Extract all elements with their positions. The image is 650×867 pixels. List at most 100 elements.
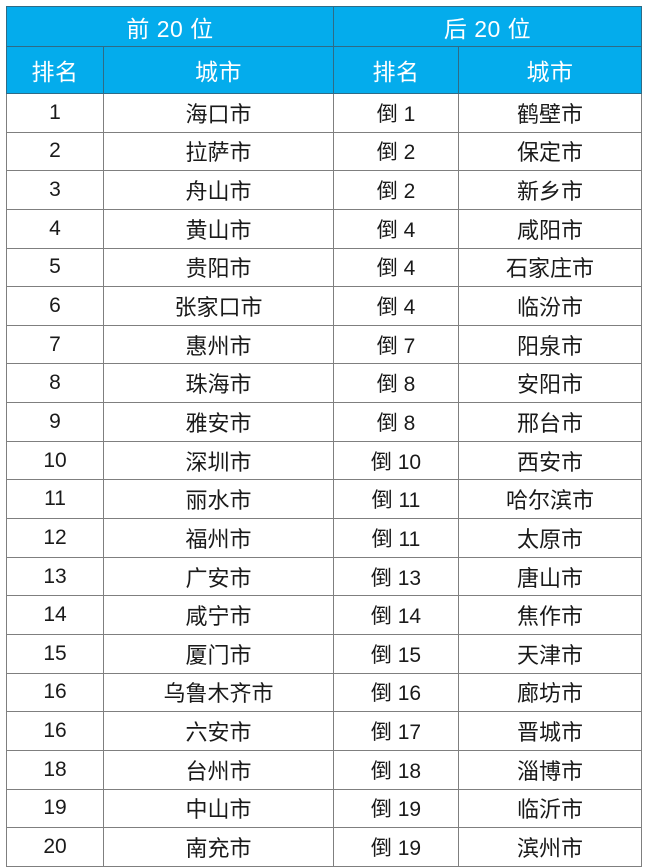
cell-rank-bottom: 倒 2 bbox=[333, 131, 459, 172]
cell-city-bottom: 保定市 bbox=[458, 131, 642, 172]
column-header-row: 排名 城市 排名 城市 bbox=[6, 46, 642, 94]
cell-rank-top: 16 bbox=[6, 672, 104, 713]
cell-city-bottom: 安阳市 bbox=[458, 363, 642, 404]
cell-city-top: 六安市 bbox=[103, 711, 334, 751]
cell-city-bottom: 阳泉市 bbox=[458, 324, 642, 365]
cell-rank-top: 11 bbox=[6, 479, 104, 520]
cell-rank-bottom: 倒 4 bbox=[333, 247, 459, 288]
cell-rank-top: 14 bbox=[6, 595, 104, 635]
column-header-rank-bottom: 排名 bbox=[333, 46, 459, 94]
group-header-row: 前 20 位 后 20 位 bbox=[6, 6, 642, 47]
cell-city-bottom: 新乡市 bbox=[458, 170, 642, 210]
cell-rank-bottom: 倒 7 bbox=[333, 324, 459, 365]
cell-rank-top: 9 bbox=[6, 402, 104, 442]
table-row: 8 珠海市倒 8 安阳市 bbox=[6, 363, 642, 404]
cell-city-top: 雅安市 bbox=[103, 402, 334, 442]
column-header-city-bottom: 城市 bbox=[458, 46, 642, 94]
cell-rank-bottom: 倒 19 bbox=[333, 827, 459, 867]
cell-city-top: 贵阳市 bbox=[103, 247, 334, 288]
ranking-table-container: 前 20 位 后 20 位 排名 城市 排名 城市 1 海口市倒 1 鹤壁市 2 拉萨市… bbox=[6, 6, 642, 867]
cell-rank-bottom: 倒 4 bbox=[333, 286, 459, 326]
column-header-city-top: 城市 bbox=[103, 46, 334, 94]
cell-city-bottom: 廊坊市 bbox=[458, 672, 642, 713]
cell-rank-top: 4 bbox=[6, 208, 104, 249]
cell-city-bottom: 临汾市 bbox=[458, 286, 642, 326]
cell-city-top: 南充市 bbox=[103, 827, 334, 867]
cell-city-bottom: 淄博市 bbox=[458, 749, 642, 790]
cell-rank-bottom: 倒 8 bbox=[333, 402, 459, 442]
group-header-bottom20: 后 20 位 bbox=[333, 6, 642, 47]
cell-city-bottom: 哈尔滨市 bbox=[458, 479, 642, 520]
cell-rank-top: 16 bbox=[6, 711, 104, 751]
table-row: 5 贵阳市倒 4 石家庄市 bbox=[6, 247, 642, 288]
cell-city-bottom: 咸阳市 bbox=[458, 208, 642, 249]
cell-rank-top: 5 bbox=[6, 247, 104, 288]
cell-rank-top: 6 bbox=[6, 286, 104, 326]
cell-rank-top: 15 bbox=[6, 633, 104, 674]
cell-rank-bottom: 倒 14 bbox=[333, 595, 459, 635]
table-row: 1 海口市倒 1 鹤壁市 bbox=[6, 93, 642, 133]
cell-city-bottom: 唐山市 bbox=[458, 556, 642, 597]
table-header: 前 20 位 后 20 位 排名 城市 排名 城市 bbox=[6, 6, 642, 94]
cell-city-bottom: 焦作市 bbox=[458, 595, 642, 635]
cell-rank-bottom: 倒 17 bbox=[333, 711, 459, 751]
cell-city-top: 张家口市 bbox=[103, 286, 334, 326]
cell-city-bottom: 天津市 bbox=[458, 633, 642, 674]
cell-city-bottom: 石家庄市 bbox=[458, 247, 642, 288]
cell-rank-bottom: 倒 16 bbox=[333, 672, 459, 713]
cell-city-bottom: 晋城市 bbox=[458, 711, 642, 751]
table-row: 7 惠州市倒 7 阳泉市 bbox=[6, 324, 642, 365]
cell-rank-top: 8 bbox=[6, 363, 104, 404]
cell-city-top: 丽水市 bbox=[103, 479, 334, 520]
table-row: 4 黄山市倒 4 咸阳市 bbox=[6, 208, 642, 249]
cell-city-top: 黄山市 bbox=[103, 208, 334, 249]
cell-city-top: 深圳市 bbox=[103, 440, 334, 481]
table-row: 3 舟山市倒 2 新乡市 bbox=[6, 170, 642, 210]
cell-rank-bottom: 倒 11 bbox=[333, 518, 459, 558]
table-row: 2 拉萨市倒 2 保定市 bbox=[6, 131, 642, 172]
cell-city-top: 福州市 bbox=[103, 518, 334, 558]
cell-rank-bottom: 倒 10 bbox=[333, 440, 459, 481]
cell-city-bottom: 西安市 bbox=[458, 440, 642, 481]
group-header-top20: 前 20 位 bbox=[6, 6, 334, 47]
cell-rank-bottom: 倒 11 bbox=[333, 479, 459, 520]
table-row: 16 乌鲁木齐市倒 16 廊坊市 bbox=[6, 672, 642, 713]
table-row: 6 张家口市倒 4 临汾市 bbox=[6, 286, 642, 326]
cell-rank-top: 19 bbox=[6, 788, 104, 829]
cell-rank-top: 10 bbox=[6, 440, 104, 481]
cell-rank-bottom: 倒 1 bbox=[333, 93, 459, 133]
cell-rank-bottom: 倒 18 bbox=[333, 749, 459, 790]
column-header-rank-top: 排名 bbox=[6, 46, 104, 94]
cell-city-bottom: 太原市 bbox=[458, 518, 642, 558]
cell-city-top: 海口市 bbox=[103, 93, 334, 133]
cell-city-top: 厦门市 bbox=[103, 633, 334, 674]
cell-rank-top: 18 bbox=[6, 749, 104, 790]
table-row: 13 广安市倒 13 唐山市 bbox=[6, 556, 642, 597]
table-row: 20 南充市倒 19 滨州市 bbox=[6, 827, 642, 867]
cell-rank-bottom: 倒 15 bbox=[333, 633, 459, 674]
table-row: 16 六安市倒 17 晋城市 bbox=[6, 711, 642, 751]
cell-city-top: 舟山市 bbox=[103, 170, 334, 210]
table-row: 12 福州市倒 11 太原市 bbox=[6, 518, 642, 558]
cell-rank-top: 12 bbox=[6, 518, 104, 558]
cell-city-top: 台州市 bbox=[103, 749, 334, 790]
cell-rank-top: 20 bbox=[6, 827, 104, 867]
cell-city-top: 惠州市 bbox=[103, 324, 334, 365]
cell-rank-top: 3 bbox=[6, 170, 104, 210]
cell-rank-top: 7 bbox=[6, 324, 104, 365]
table-row: 9 雅安市倒 8 邢台市 bbox=[6, 402, 642, 442]
cell-rank-bottom: 倒 8 bbox=[333, 363, 459, 404]
cell-rank-bottom: 倒 4 bbox=[333, 208, 459, 249]
cell-rank-top: 2 bbox=[6, 131, 104, 172]
cell-city-bottom: 鹤壁市 bbox=[458, 93, 642, 133]
table-row: 19 中山市倒 19 临沂市 bbox=[6, 788, 642, 829]
cell-city-top: 珠海市 bbox=[103, 363, 334, 404]
cell-city-top: 拉萨市 bbox=[103, 131, 334, 172]
cell-city-top: 广安市 bbox=[103, 556, 334, 597]
cell-city-top: 咸宁市 bbox=[103, 595, 334, 635]
table-row: 10 深圳市倒 10 西安市 bbox=[6, 440, 642, 481]
table-row: 11 丽水市倒 11 哈尔滨市 bbox=[6, 479, 642, 520]
cell-city-top: 中山市 bbox=[103, 788, 334, 829]
table-row: 14 咸宁市倒 14 焦作市 bbox=[6, 595, 642, 635]
table-body: 1 海口市倒 1 鹤壁市 2 拉萨市倒 2 保定市 3 舟山市倒 2 新乡市 4 黄山市倒 4 咸阳市… bbox=[6, 93, 642, 867]
